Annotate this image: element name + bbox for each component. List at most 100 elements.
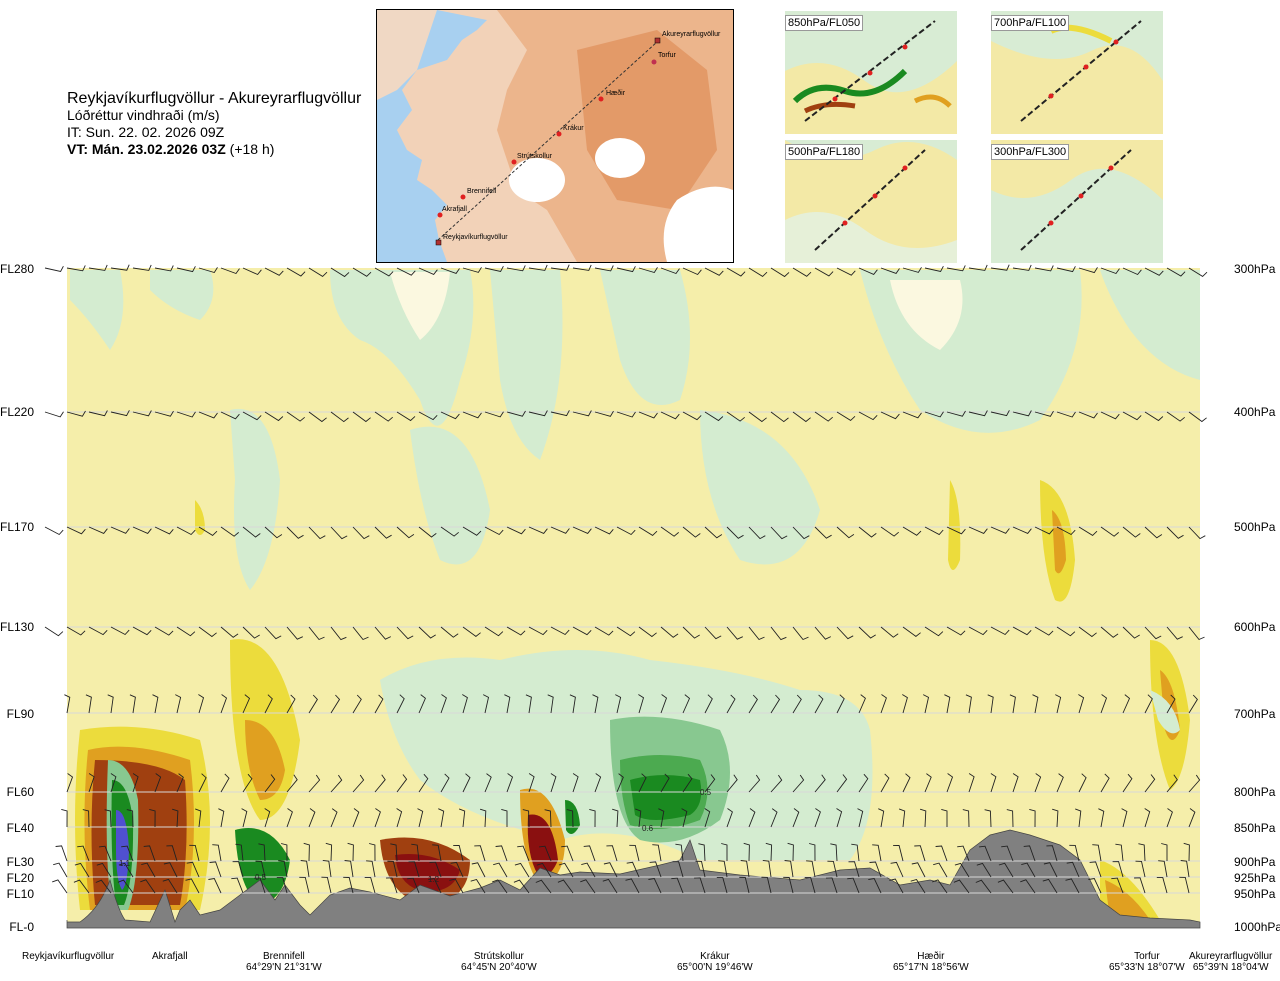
wind-barb: [163, 862, 178, 878]
wind-barb: [726, 774, 738, 793]
wind-barb: [1144, 267, 1164, 276]
wind-barb: [625, 878, 640, 894]
mini-map-700[interactable]: 700hPa/FL100: [991, 11, 1163, 134]
wind-barb: [1115, 843, 1124, 862]
wind-barb: [513, 879, 530, 894]
wind-barb: [594, 410, 614, 417]
wind-barb: [739, 876, 750, 894]
wind-barb: [726, 526, 744, 539]
wind-barb: [286, 267, 306, 277]
wind-barb: [603, 862, 618, 878]
wind-barb: [716, 877, 728, 894]
map-place-label: Akureyrarflugvöllur: [662, 31, 721, 38]
wind-barb: [73, 879, 90, 894]
fl-label: FL20: [6, 871, 34, 885]
wind-barb: [932, 879, 948, 894]
wind-barb: [592, 694, 599, 714]
wind-barb: [154, 410, 174, 417]
wind-barb: [836, 694, 845, 714]
route-map[interactable]: Akureyrarflugvöllur Torfur Hæðir Krákur …: [376, 9, 734, 263]
hpa-label: 600hPa: [1234, 620, 1276, 634]
wind-barb: [924, 773, 932, 793]
wind-barb: [836, 626, 854, 640]
wind-barb: [152, 694, 159, 714]
wind-barb: [848, 861, 860, 878]
wind-barb: [44, 626, 64, 637]
wind-barb: [792, 808, 800, 828]
wind-barb: [814, 808, 821, 828]
wind-barb: [198, 626, 217, 638]
wind-barb: [220, 526, 239, 537]
wind-barb: [704, 526, 723, 539]
wind-barb: [594, 773, 602, 793]
wind-barb: [550, 773, 557, 793]
location-name: Akrafjall: [152, 951, 188, 962]
wind-barb: [836, 808, 843, 828]
wind-barb: [129, 694, 136, 714]
wind-barb: [242, 694, 251, 714]
wind-barb: [1144, 774, 1156, 793]
wind-barb: [504, 694, 511, 714]
wind-barb: [208, 877, 222, 894]
wind-barb: [242, 267, 262, 276]
wind-barb: [976, 862, 992, 878]
wind-barb: [612, 808, 619, 828]
wind-barb: [1188, 808, 1196, 828]
wind-barb: [495, 845, 508, 862]
wind-barb: [1012, 773, 1019, 793]
wind-barb: [286, 808, 293, 828]
wind-barb: [440, 773, 450, 793]
wind-barb: [264, 411, 284, 422]
wind-barb: [924, 626, 944, 637]
route-line: [437, 41, 658, 241]
wind-barb: [493, 862, 508, 878]
wind-barb: [594, 626, 614, 636]
mini-map-850[interactable]: 850hPa/FL050: [785, 11, 957, 134]
wind-barb: [330, 626, 347, 641]
wind-barb: [660, 411, 680, 420]
wind-barb: [484, 526, 504, 536]
wind-barb: [660, 526, 679, 537]
wind-barb: [858, 267, 878, 275]
wind-barb: [110, 526, 130, 534]
wind-barb: [374, 808, 381, 828]
wind-barb: [770, 267, 790, 278]
wind-barb: [264, 808, 271, 828]
wind-barb: [726, 626, 743, 640]
wind-barb: [704, 808, 711, 828]
wind-barb: [220, 267, 240, 275]
hpa-label: 800hPa: [1234, 785, 1276, 799]
wind-barb: [352, 694, 362, 714]
wind-barb: [975, 879, 992, 894]
wind-barb: [648, 877, 662, 894]
wind-barb: [783, 876, 794, 894]
wind-barb: [784, 860, 794, 878]
wind-barb: [64, 694, 71, 714]
wind-barb: [572, 773, 579, 793]
valid-time-value: VT: Mán. 23.02.2026 03Z: [67, 141, 226, 157]
wind-barb: [911, 862, 926, 878]
wind-barb: [726, 808, 733, 828]
map-place-label: Strútskollur: [517, 153, 553, 160]
wind-barb: [858, 773, 869, 793]
wind-barb: [308, 526, 326, 540]
hpa-label: 400hPa: [1234, 405, 1276, 419]
wind-barb: [1056, 626, 1076, 637]
wind-barb: [506, 265, 526, 272]
wind-barb: [1100, 626, 1119, 638]
mini-map-300[interactable]: 300hPa/FL300: [991, 140, 1163, 263]
wind-barb: [748, 411, 767, 423]
wind-barb: [484, 411, 504, 418]
wind-barb: [308, 808, 316, 828]
wind-barb: [1188, 774, 1201, 793]
wind-barb: [968, 526, 988, 534]
wind-barb: [1012, 410, 1032, 417]
mini-map-500[interactable]: 500hPa/FL180: [785, 140, 957, 263]
wind-barb: [814, 626, 831, 640]
green-core-inner: [630, 775, 702, 820]
wind-barb: [946, 626, 966, 636]
wind-barb: [814, 526, 832, 539]
wind-barb: [428, 877, 442, 894]
wind-barb: [220, 694, 228, 714]
wind-barb: [946, 773, 954, 793]
